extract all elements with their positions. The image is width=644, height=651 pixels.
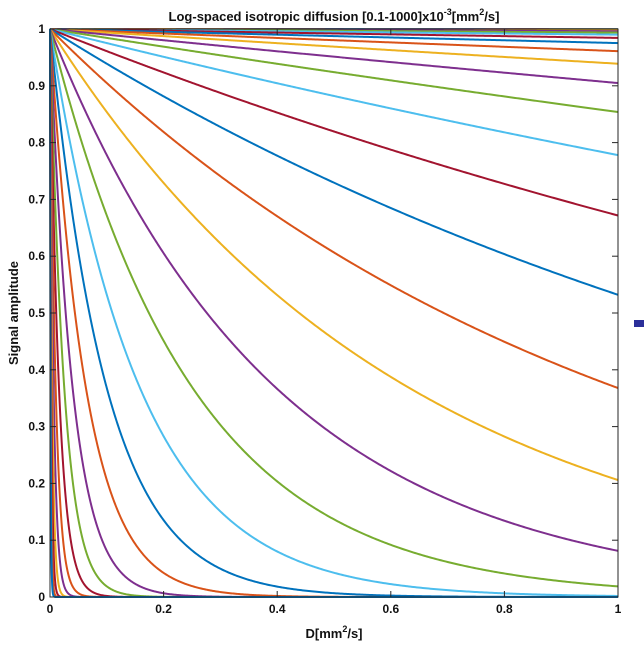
y-axis-label: Signal amplitude <box>6 261 21 365</box>
series-line-26 <box>49 28 618 598</box>
series-line-19 <box>49 28 619 296</box>
x-tick-label: 0 <box>47 602 54 616</box>
y-tick-label: 0.8 <box>28 136 45 150</box>
y-tick-label: 0.6 <box>28 249 45 263</box>
series-line-17 <box>49 28 619 157</box>
x-axis-label-rest: /s] <box>347 626 362 641</box>
y-tick-label: 0 <box>38 590 45 604</box>
series-line-34 <box>49 28 618 598</box>
y-tick-label: 0.4 <box>28 363 45 377</box>
x-tick-label: 1 <box>615 602 622 616</box>
series-line-20 <box>49 28 619 389</box>
series-line-24 <box>49 28 619 597</box>
x-tick-label: 0.4 <box>269 602 286 616</box>
y-tick-label: 0.5 <box>28 306 45 320</box>
title-exponent: -3 <box>444 7 452 17</box>
title-main: Log-spaced isotropic diffusion [0.1-1000… <box>169 9 444 24</box>
y-tick-label: 0.1 <box>28 533 45 547</box>
y-tick-label: 0.9 <box>28 79 45 93</box>
series-line-22 <box>49 28 619 552</box>
y-tick-label: 0.3 <box>28 420 45 434</box>
title-unit-exponent: 2 <box>479 7 484 17</box>
series-line-28 <box>49 28 618 598</box>
x-tick-label: 0.2 <box>155 602 172 616</box>
x-axis-label-main: D[mm <box>305 626 342 641</box>
x-tick-label: 0.6 <box>382 602 399 616</box>
series-line-21 <box>49 28 619 481</box>
series-line-27 <box>49 28 618 598</box>
y-tick-label: 0.2 <box>28 476 45 490</box>
x-axis-label: D[mm2/s] <box>305 624 362 641</box>
x-axis-label-exponent: 2 <box>342 624 347 634</box>
series-line-33 <box>49 28 618 598</box>
y-tick-label: 1 <box>38 22 45 36</box>
axis-ticks <box>49 28 619 598</box>
series-line-18 <box>49 28 619 217</box>
series-curves <box>49 28 619 598</box>
series-line-16 <box>49 28 619 114</box>
series-line-32 <box>49 28 618 598</box>
series-line-29 <box>49 28 618 598</box>
title-unit: [mm <box>452 9 479 24</box>
series-line-35 <box>49 29 618 598</box>
x-tick-label: 0.8 <box>496 602 513 616</box>
title-unit-rest: /s] <box>484 9 499 24</box>
series-line-31 <box>49 28 618 598</box>
side-marker <box>634 320 644 327</box>
series-line-30 <box>49 28 618 598</box>
plot-frame <box>49 28 619 598</box>
series-line-25 <box>49 28 618 598</box>
y-tick-label: 0.7 <box>28 192 45 206</box>
chart-title: Log-spaced isotropic diffusion [0.1-1000… <box>169 7 500 24</box>
axis-tick-labels: 0 0.2 0.4 0.6 0.8 1 0 0.1 0.2 0.3 0.4 0.5 0.6 0.7 0.8 0… <box>28 22 621 616</box>
series-line-23 <box>49 28 619 588</box>
